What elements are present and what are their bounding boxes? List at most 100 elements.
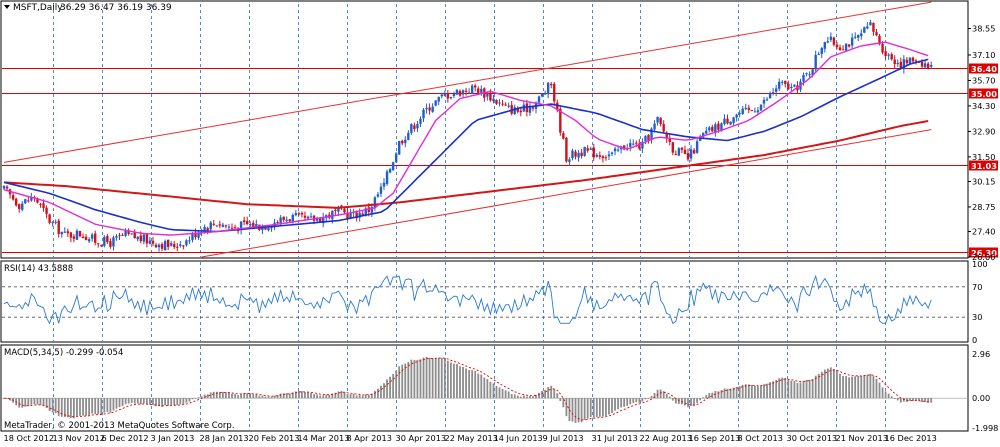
- candle-body: [705, 130, 708, 134]
- candle-body: [428, 107, 431, 111]
- macd-bar: [480, 374, 483, 399]
- macd-bar: [410, 359, 413, 399]
- macd-bar: [744, 384, 747, 399]
- macd-bar: [170, 398, 173, 405]
- macd-bar: [39, 398, 42, 406]
- macd-tick-label: 0.00: [972, 393, 990, 403]
- macd-bar: [699, 398, 702, 401]
- macd-bar: [109, 398, 112, 413]
- macd-bar: [896, 398, 899, 401]
- macd-bar: [829, 367, 832, 399]
- macd-bar: [869, 373, 872, 399]
- candle-body: [905, 59, 909, 64]
- candle-body: [394, 153, 398, 163]
- macd-bar: [364, 394, 367, 399]
- macd-bar: [440, 357, 443, 399]
- macd-bar: [258, 395, 261, 399]
- price-pane[interactable]: [0, 0, 969, 259]
- macd-bar: [741, 384, 744, 399]
- macd-bar: [708, 392, 711, 399]
- dropdown-triangle-icon[interactable]: [4, 5, 10, 9]
- x-axis-label: 16 Dec 2013: [885, 433, 937, 443]
- candle-body: [11, 195, 15, 200]
- macd-pane[interactable]: [0, 344, 969, 432]
- candle-body: [185, 240, 188, 246]
- macd-bar: [826, 368, 829, 399]
- candle-body: [27, 200, 30, 202]
- macd-bar: [532, 396, 534, 399]
- macd-bar: [261, 395, 264, 399]
- candle-body: [683, 149, 687, 154]
- candle-body: [69, 232, 73, 238]
- macd-bar: [909, 398, 911, 401]
- candle-body: [896, 63, 899, 65]
- price-tick-label: 32.90: [972, 126, 995, 136]
- candle-body: [863, 27, 866, 33]
- candle-body: [878, 35, 881, 45]
- rsi-line: [3, 274, 932, 325]
- macd-bar: [595, 398, 598, 418]
- macd-bar: [416, 359, 419, 399]
- candle-body: [285, 219, 288, 221]
- macd-bar: [799, 382, 802, 399]
- macd-bar: [422, 357, 425, 399]
- macd-bar: [428, 357, 431, 399]
- candle-body: [419, 118, 422, 124]
- candle-body: [668, 138, 671, 143]
- price-tick-label: 28.75: [972, 202, 995, 212]
- macd-bar: [231, 393, 233, 399]
- macd-bar: [79, 398, 81, 416]
- candle-body: [638, 143, 641, 149]
- candle-body: [695, 141, 699, 153]
- macd-bar: [793, 381, 796, 399]
- candle-body: [294, 213, 298, 216]
- candle-body: [510, 104, 513, 114]
- candle-body: [109, 241, 112, 247]
- macd-bar: [881, 387, 884, 399]
- candle-body: [607, 154, 611, 157]
- macd-bar: [206, 394, 209, 399]
- candle-body: [686, 152, 690, 160]
- x-axis-label: 8 Apr 2013: [347, 433, 392, 443]
- macd-bar: [398, 366, 401, 399]
- candle-body: [39, 203, 42, 205]
- macd-bar: [690, 398, 692, 406]
- candle-body: [139, 235, 142, 242]
- candle-body: [84, 236, 88, 241]
- candle-body: [911, 57, 915, 62]
- candle-body: [826, 41, 830, 43]
- macd-bar: [127, 398, 130, 404]
- macd-bar: [112, 398, 115, 411]
- macd-bar: [635, 398, 638, 403]
- candle-body: [373, 197, 377, 208]
- candle-body: [121, 234, 124, 236]
- macd-bar: [54, 398, 57, 414]
- macd-bar: [48, 398, 51, 411]
- macd-bar: [252, 394, 255, 399]
- macd-bar: [632, 398, 635, 404]
- candle-body: [504, 104, 507, 106]
- macd-bar: [63, 398, 66, 418]
- macd-bar: [468, 370, 471, 399]
- macd-bar: [392, 373, 395, 399]
- candle-body: [163, 241, 167, 251]
- candle-body: [778, 81, 781, 89]
- candle-body: [850, 37, 854, 46]
- macd-bar: [659, 389, 662, 399]
- macd-bar: [449, 362, 452, 399]
- macd-bar: [805, 379, 808, 399]
- rsi-pane[interactable]: [0, 260, 969, 343]
- macd-bar: [370, 393, 373, 399]
- macd-bar: [842, 375, 844, 399]
- candle-body: [170, 243, 173, 246]
- candle-body: [443, 93, 446, 96]
- macd-bar: [328, 394, 331, 399]
- macd-bar: [401, 364, 404, 399]
- x-axis-label: 30 Oct 2013: [787, 433, 838, 443]
- candle-body: [239, 221, 243, 231]
- candle-body: [802, 74, 805, 82]
- candle-body: [297, 213, 301, 215]
- macd-bar: [489, 381, 492, 399]
- candle-body: [343, 208, 346, 213]
